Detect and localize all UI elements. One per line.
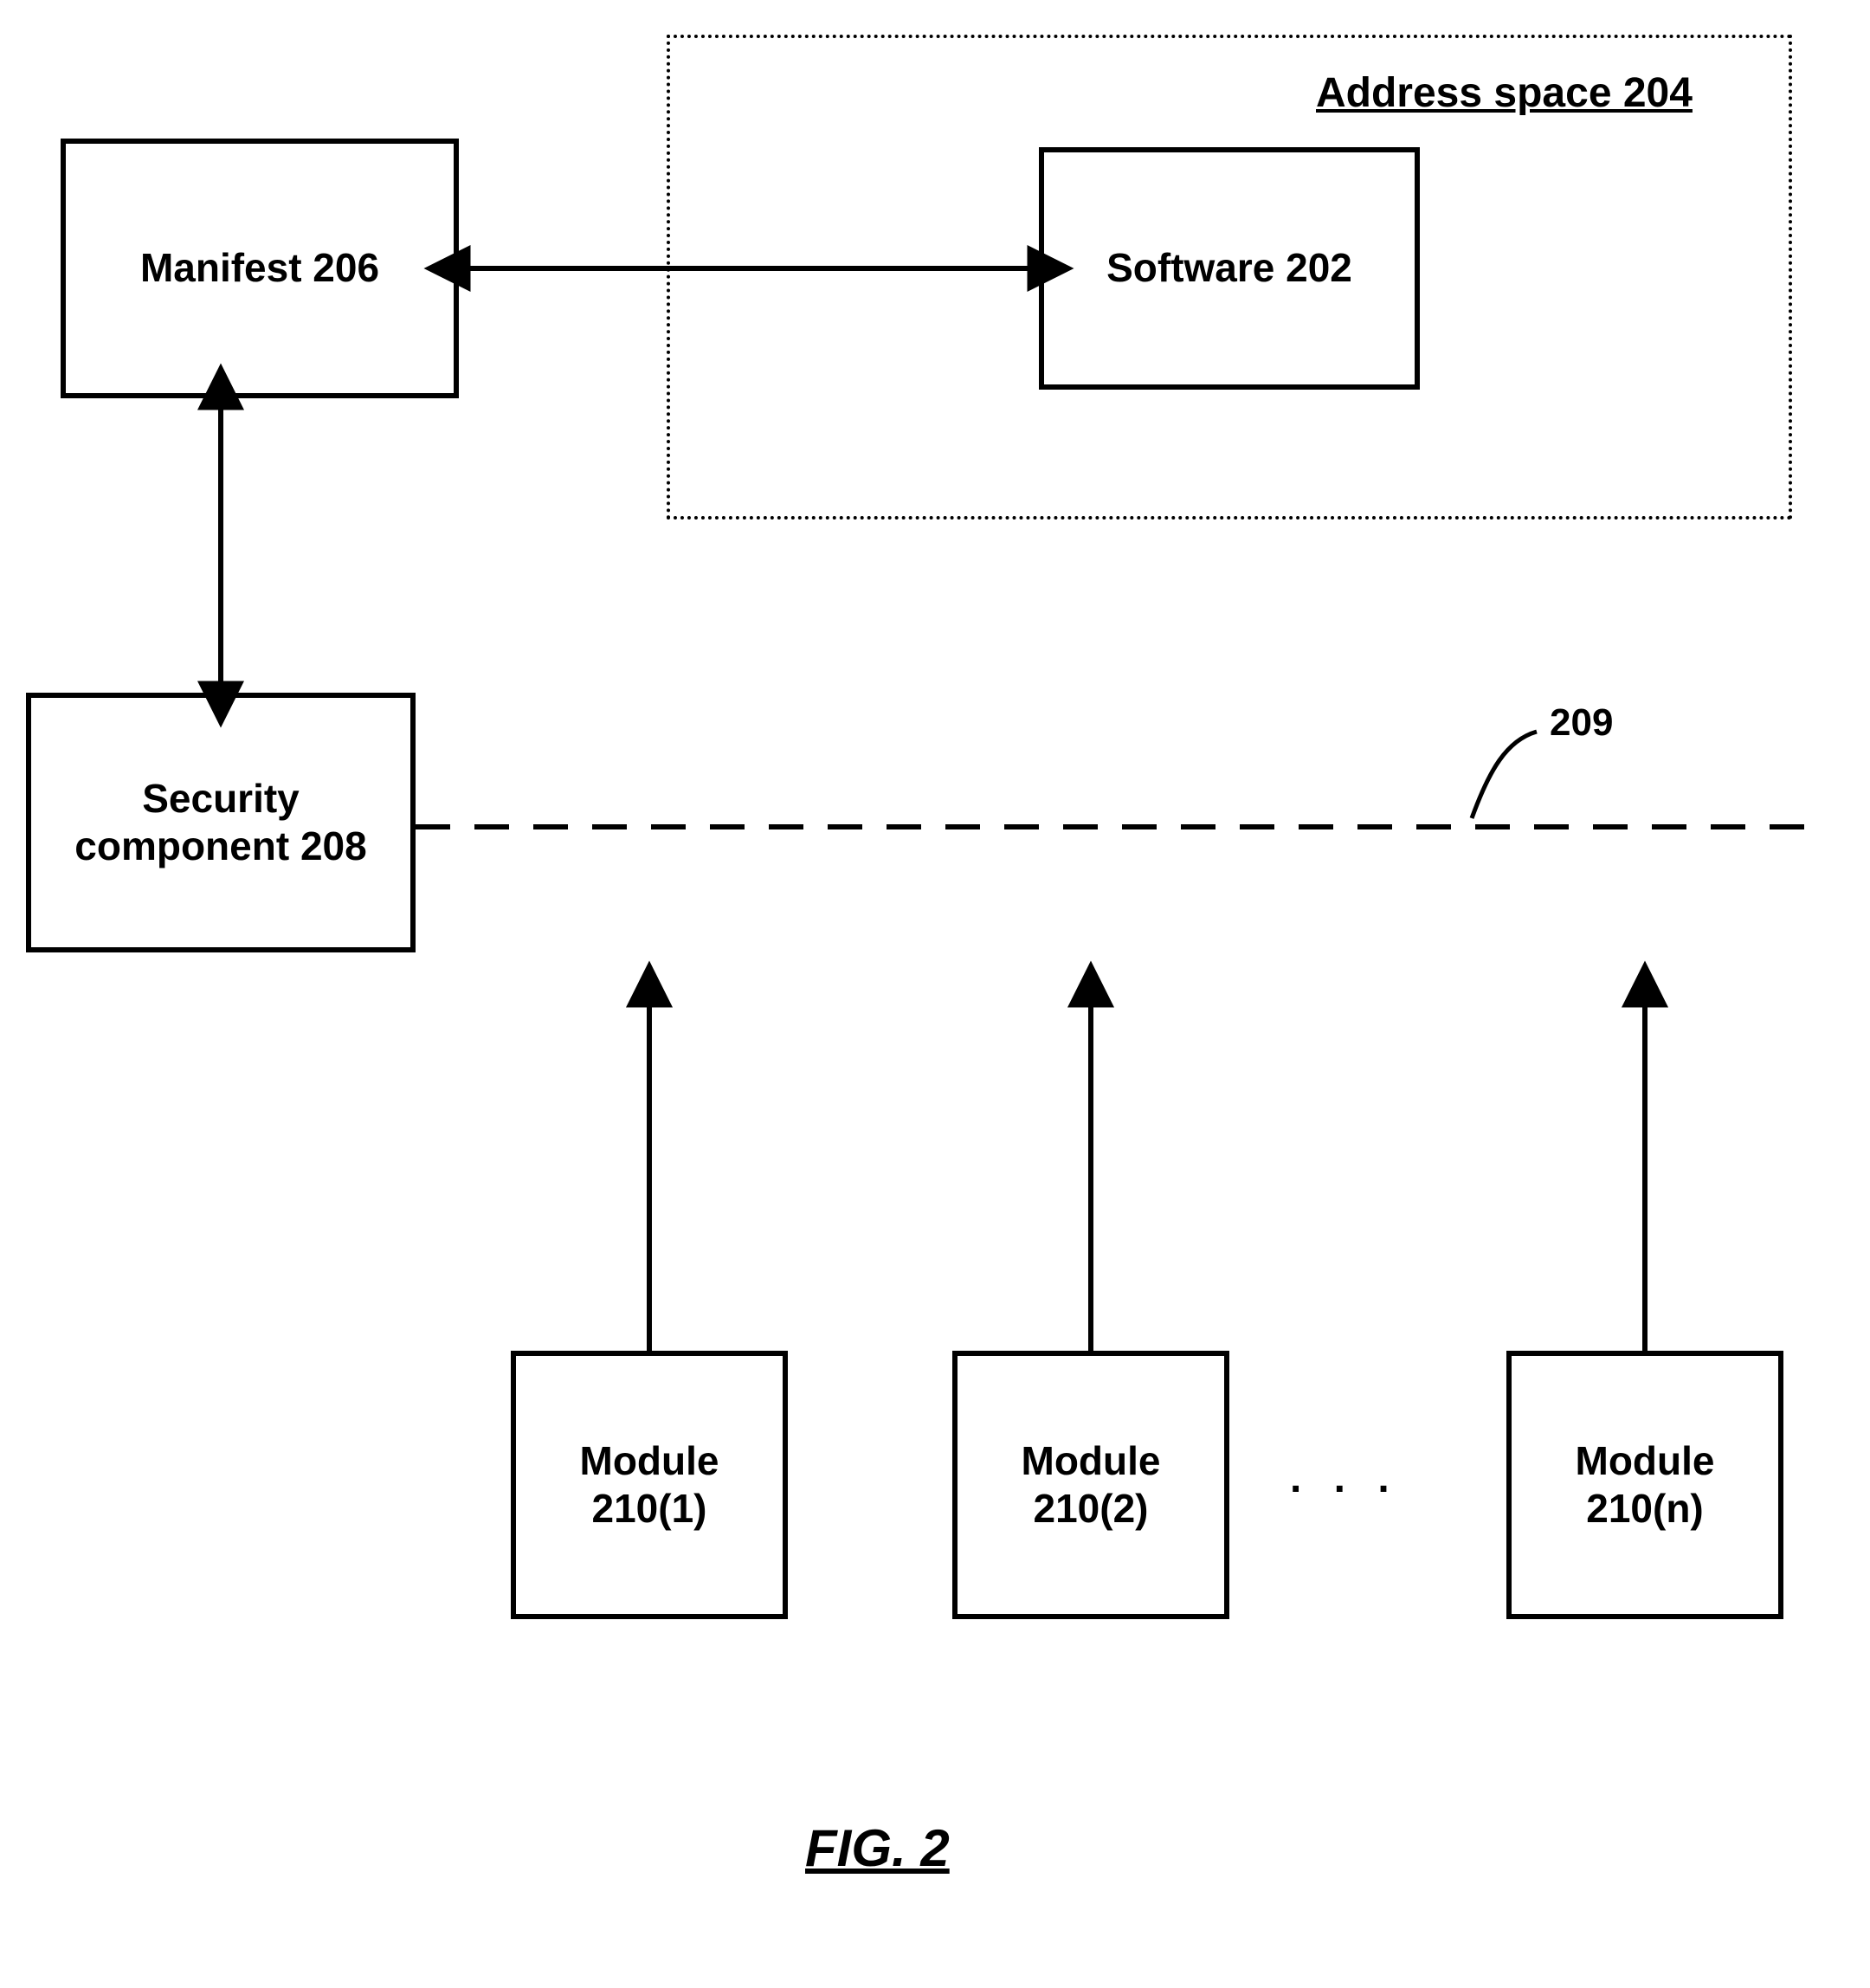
connector-layer xyxy=(0,0,1870,1988)
diagram-stage: Address space 204 Manifest 206 Software … xyxy=(0,0,1870,1988)
callout-leader xyxy=(1472,732,1537,818)
